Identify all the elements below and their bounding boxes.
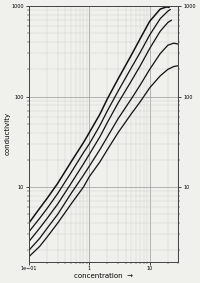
X-axis label: concentration  →: concentration → <box>74 273 133 279</box>
Y-axis label: conductivity: conductivity <box>4 112 10 155</box>
